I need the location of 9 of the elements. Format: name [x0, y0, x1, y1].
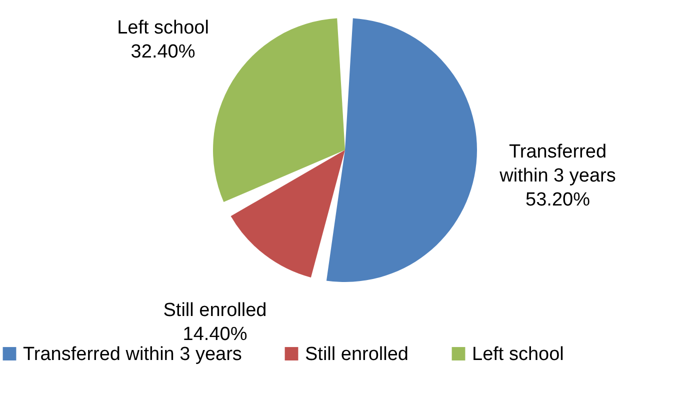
data-label: 32.40%: [130, 42, 196, 63]
data-label: 53.20%: [526, 189, 590, 210]
legend-label: Still enrolled: [305, 344, 408, 365]
legend-label: Transferred within 3 years: [23, 344, 242, 365]
data-label: 14.40%: [182, 324, 248, 345]
slice-label: Still enrolled: [163, 300, 267, 321]
slice-label: Left school: [117, 18, 209, 39]
legend-label: Left school: [472, 344, 564, 365]
slice-label: Transferred within 3 years: [498, 141, 616, 186]
